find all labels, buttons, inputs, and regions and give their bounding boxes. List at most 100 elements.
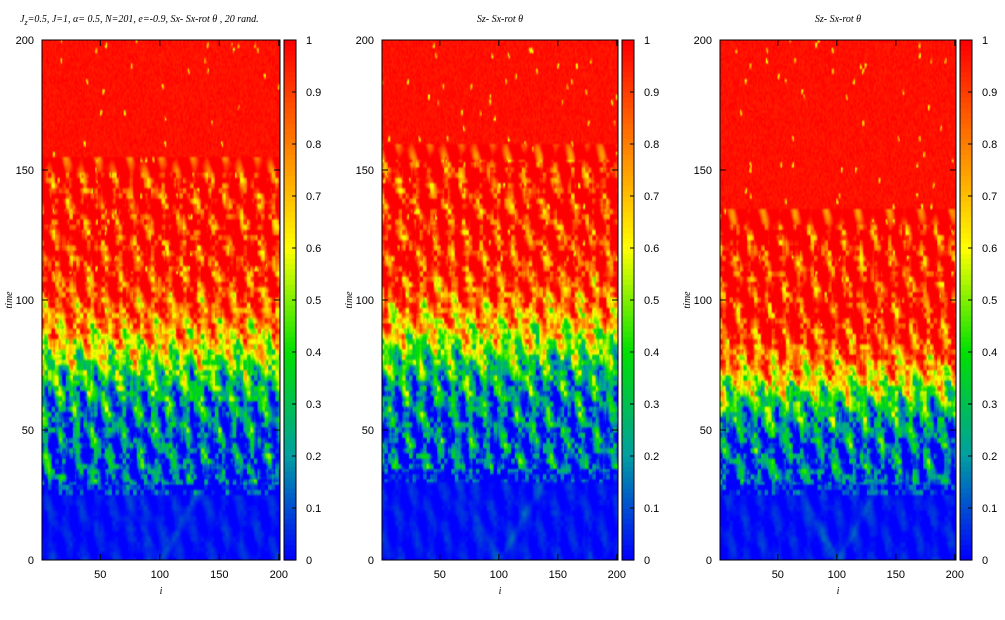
colorbar-swatch [622, 201, 634, 207]
colorbar-swatch [284, 279, 296, 285]
colorbar-swatch [960, 326, 972, 332]
colorbar-swatch [960, 206, 972, 213]
colorbar-swatch [284, 300, 296, 306]
colorbar-swatch [622, 310, 634, 317]
colorbar-swatch [284, 154, 296, 161]
colorbar-swatch [960, 424, 972, 431]
colorbar-swatch [622, 164, 634, 171]
colorbar-swatch [960, 404, 972, 410]
colorbar-swatch [960, 320, 972, 327]
colorbar-swatch [284, 284, 296, 291]
colorbar-swatch [284, 190, 296, 197]
colorbar-swatch [622, 196, 634, 202]
colorbar-swatch [284, 393, 296, 400]
colorbar-swatch [284, 357, 296, 363]
colorbar-swatch [622, 289, 634, 296]
colorbar-swatch [284, 102, 296, 109]
colorbar-swatch [622, 528, 634, 535]
colorbar-swatch [622, 268, 634, 275]
colorbar-swatch [284, 112, 296, 119]
colorbar-swatch [960, 492, 972, 499]
colorbar-swatch [284, 92, 296, 98]
colorbar-swatch [622, 279, 634, 285]
colorbar-swatch [960, 294, 972, 301]
colorbar-swatch [622, 170, 634, 176]
x-tick-label: 150 [210, 569, 228, 581]
y-tick-label: 0 [706, 555, 712, 567]
colorbar-swatch [284, 336, 296, 343]
colorbar-swatch [622, 430, 634, 436]
colorbar-swatch [284, 227, 296, 233]
colorbar-swatch [960, 544, 972, 551]
colorbar-swatch [284, 372, 296, 379]
colorbar-tick-label: 0.9 [644, 87, 659, 99]
colorbar-tick-label: 1 [982, 35, 988, 47]
colorbar-swatch [284, 310, 296, 317]
colorbar-swatch [960, 154, 972, 161]
colorbar-tick-label: 0 [644, 555, 650, 567]
colorbar-tick-label: 0.4 [982, 347, 997, 359]
colorbar-tick-label: 0.8 [306, 139, 321, 151]
colorbar-swatch [622, 456, 634, 462]
colorbar-swatch [960, 336, 972, 343]
colorbar-swatch [960, 258, 972, 265]
colorbar-swatch [622, 294, 634, 301]
colorbar-swatch [960, 279, 972, 285]
colorbar-swatch [960, 40, 972, 46]
colorbar-swatch [622, 482, 634, 488]
colorbar-swatch [622, 476, 634, 483]
x-tick-label: 200 [608, 569, 626, 581]
colorbar-swatch [960, 461, 972, 467]
colorbar-swatch [284, 398, 296, 405]
colorbar-swatch [284, 185, 296, 192]
colorbar-swatch [284, 404, 296, 410]
colorbar-swatch [622, 352, 634, 358]
colorbar-swatch [622, 549, 634, 556]
colorbar-tick-label: 0.6 [644, 243, 659, 255]
y-tick-label: 200 [694, 35, 712, 47]
x-tick-label: 200 [946, 569, 964, 581]
colorbar-swatch [960, 164, 972, 171]
colorbar-swatch [622, 539, 634, 545]
colorbar-swatch [960, 76, 972, 83]
colorbar-swatch [284, 440, 296, 447]
colorbar-swatch [284, 253, 296, 259]
colorbar-swatch [622, 466, 634, 473]
colorbar-swatch [284, 430, 296, 436]
colorbar-swatch [622, 502, 634, 509]
colorbar-swatch [622, 227, 634, 233]
colorbar-tick-label: 0.8 [982, 139, 997, 151]
colorbar-swatch [284, 40, 296, 46]
colorbar-swatch [960, 86, 972, 93]
colorbar-swatch [960, 430, 972, 436]
colorbar-swatch [622, 66, 634, 72]
colorbar-swatch [622, 331, 634, 337]
colorbar-swatch [960, 123, 972, 129]
colorbar-tick-label: 0 [982, 555, 988, 567]
colorbar-tick-label: 0.2 [982, 451, 997, 463]
colorbar-swatch [622, 211, 634, 218]
colorbar-swatch [960, 508, 972, 514]
colorbar-swatch [960, 81, 972, 88]
colorbar-swatch [960, 528, 972, 535]
colorbar-tick-label: 0.2 [306, 451, 321, 463]
colorbar-swatch [960, 450, 972, 457]
colorbar-swatch [284, 144, 296, 150]
colorbar-swatch [622, 81, 634, 88]
colorbar-swatch [284, 86, 296, 93]
colorbar-swatch [960, 378, 972, 384]
colorbar-swatch [284, 248, 296, 254]
colorbar-swatch [284, 482, 296, 488]
colorbar-swatch [284, 388, 296, 395]
colorbar-swatch [284, 206, 296, 213]
colorbar-swatch [284, 502, 296, 509]
colorbar-swatch [284, 549, 296, 556]
colorbar-swatch [622, 86, 634, 93]
colorbar-swatch [960, 55, 972, 62]
colorbar-swatch [960, 435, 972, 441]
y-tick-label: 150 [356, 165, 374, 177]
colorbar-swatch [284, 45, 296, 51]
colorbar-swatch [284, 554, 296, 561]
colorbar-swatch [960, 138, 972, 145]
